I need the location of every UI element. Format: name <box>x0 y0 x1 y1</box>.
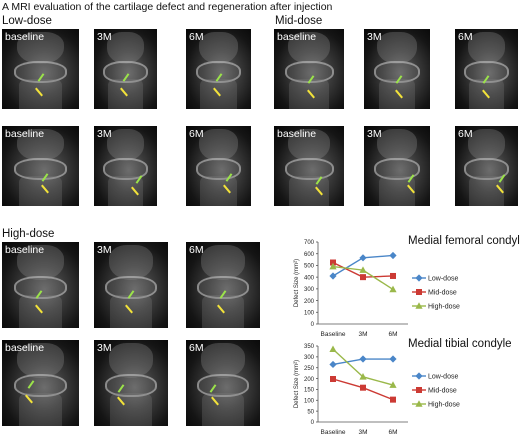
data-point <box>359 355 367 363</box>
legend-marker <box>415 302 423 309</box>
group-label-high-dose: High-dose <box>2 228 55 240</box>
mri-high-r2-3m: 3M <box>94 340 168 426</box>
chart-title-tibial: Medial tibial condyle <box>408 338 512 350</box>
y-tick-label: 0 <box>311 420 315 426</box>
y-tick-label: 100 <box>304 310 315 316</box>
x-tick-label: 6M <box>388 331 397 338</box>
y-tick-label: 300 <box>304 287 315 293</box>
mri-mid-r2-6m: 6M <box>455 126 518 206</box>
timepoint-label: baseline <box>5 31 45 43</box>
mri-low-r2-baseline: baseline <box>2 126 79 206</box>
data-point <box>329 262 337 270</box>
data-point <box>390 396 396 403</box>
mri-mid-r1-baseline: baseline <box>274 29 344 109</box>
legend-label: Low-dose <box>428 374 458 381</box>
timepoint-label: 6M <box>189 244 204 256</box>
legend-label: Mid-dose <box>428 388 457 395</box>
mri-low-r1-baseline: baseline <box>2 29 79 109</box>
x-tick-label: 6M <box>388 429 397 436</box>
y-tick-label: 200 <box>304 299 315 305</box>
y-axis-label: Defect Size (mm²) <box>294 360 300 408</box>
data-point <box>359 373 367 380</box>
timepoint-label: baseline <box>5 128 45 140</box>
data-point <box>329 360 337 369</box>
mri-high-r2-baseline: baseline <box>2 340 79 426</box>
y-tick-label: 0 <box>311 322 315 328</box>
data-point <box>330 376 336 383</box>
timepoint-label: 6M <box>189 128 204 140</box>
mri-low-r2-6m: 6M <box>186 126 251 206</box>
y-tick-label: 250 <box>304 366 315 372</box>
mri-high-r1-3m: 3M <box>94 242 168 328</box>
chart-title-femoral: Medial femoral condyle <box>408 235 520 247</box>
data-point <box>330 259 336 266</box>
data-point <box>329 272 337 280</box>
timepoint-label: 6M <box>458 128 473 140</box>
data-point <box>360 274 366 281</box>
group-label-mid-dose: Mid-dose <box>275 15 323 27</box>
legend-marker <box>415 372 423 380</box>
y-tick-label: 350 <box>304 344 315 350</box>
data-point <box>360 384 366 391</box>
data-point <box>389 251 397 260</box>
legend-label: High-dose <box>428 304 460 311</box>
legend-label: Low-dose <box>428 276 458 283</box>
timepoint-label: baseline <box>5 244 45 256</box>
timepoint-label: 3M <box>367 128 382 140</box>
mri-low-r2-3m: 3M <box>94 126 157 206</box>
data-point <box>359 266 367 273</box>
data-point <box>390 272 396 279</box>
timepoint-label: 6M <box>458 31 473 43</box>
legend-marker <box>416 387 422 393</box>
data-point <box>389 285 397 293</box>
data-point <box>329 345 337 353</box>
x-tick-label: 3M <box>358 429 367 436</box>
timepoint-label: baseline <box>277 31 317 43</box>
timepoint-label: baseline <box>5 342 45 354</box>
y-tick-label: 400 <box>304 275 315 281</box>
x-tick-label: Baseline <box>321 429 346 436</box>
y-tick-label: 500 <box>304 264 315 270</box>
data-point <box>389 381 397 388</box>
timepoint-label: baseline <box>277 128 317 140</box>
chart-tibial: 0 50 100 150 200 250 300 350 Baseline 3M 6M Defect … <box>294 344 460 436</box>
mri-low-r1-6m: 6M <box>186 29 251 109</box>
mri-mid-r1-6m: 6M <box>455 29 518 109</box>
y-tick-label: 300 <box>304 355 315 361</box>
legend-marker <box>415 400 423 407</box>
y-tick-label: 700 <box>304 240 315 246</box>
figure-heading: A MRI evaluation of the cartilage defect… <box>2 1 333 13</box>
timepoint-label: 3M <box>97 128 112 140</box>
y-tick-label: 200 <box>304 377 315 383</box>
y-tick-label: 600 <box>304 252 315 258</box>
data-point <box>359 254 367 262</box>
y-tick-label: 50 <box>307 409 314 415</box>
y-tick-label: 100 <box>304 398 315 404</box>
mri-mid-r1-3m: 3M <box>364 29 430 109</box>
mri-mid-r2-baseline: baseline <box>274 126 344 206</box>
legend-marker <box>416 289 422 295</box>
timepoint-label: 3M <box>97 342 112 354</box>
timepoint-label: 3M <box>367 31 382 43</box>
y-tick-label: 150 <box>304 388 315 394</box>
mri-low-r1-3m: 3M <box>94 29 157 109</box>
legend-label: Mid-dose <box>428 290 457 297</box>
mri-high-r2-6m: 6M <box>186 340 260 426</box>
timepoint-label: 3M <box>97 31 112 43</box>
mri-high-r1-baseline: baseline <box>2 242 79 328</box>
series-line-high-dose <box>332 348 394 386</box>
x-tick-label: 3M <box>358 331 367 338</box>
group-label-low-dose: Low-dose <box>2 15 52 27</box>
legend-marker <box>415 274 423 282</box>
timepoint-label: 6M <box>189 31 204 43</box>
timepoint-label: 3M <box>97 244 112 256</box>
chart-femoral: 0 100 200 300 400 500 600 700 Baseline 3M 6M Defect… <box>294 240 460 338</box>
mri-mid-r2-3m: 3M <box>364 126 430 206</box>
data-point <box>389 355 397 363</box>
x-tick-label: Baseline <box>321 331 346 338</box>
mri-high-r1-6m: 6M <box>186 242 260 328</box>
legend-label: High-dose <box>428 402 460 409</box>
timepoint-label: 6M <box>189 342 204 354</box>
y-axis-label: Defect Size (mm²) <box>294 259 300 307</box>
